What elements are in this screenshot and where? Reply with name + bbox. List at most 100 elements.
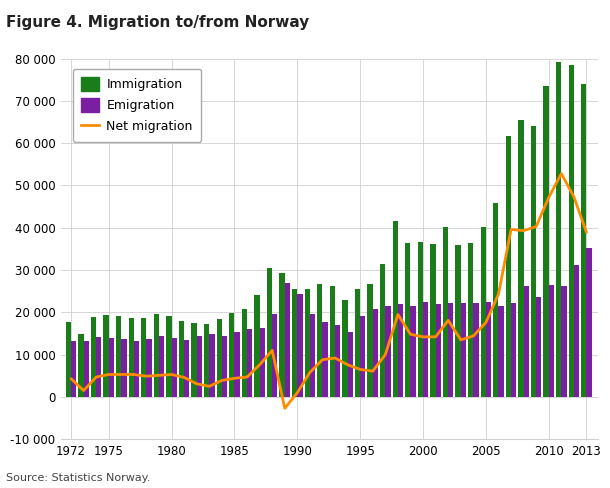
Net migration [483, 320, 490, 325]
Bar [335, 325, 340, 397]
Net migration [394, 311, 401, 317]
Net migration [193, 381, 201, 386]
Bar [380, 264, 386, 397]
Bar [234, 332, 240, 397]
Net migration [319, 357, 326, 363]
Bar [569, 65, 574, 397]
Bar [66, 323, 71, 397]
Net migration [118, 371, 125, 377]
Bar [386, 306, 390, 397]
Bar [171, 338, 177, 397]
Net migration [306, 369, 314, 375]
Bar [260, 327, 265, 397]
Net migration [331, 355, 339, 361]
Bar [355, 288, 360, 397]
Bar [436, 304, 441, 397]
Bar [456, 245, 461, 397]
Net migration [356, 366, 364, 372]
Bar [323, 322, 328, 397]
Legend: Immigration, Emigration, Net migration: Immigration, Emigration, Net migration [73, 69, 201, 142]
Bar [78, 334, 84, 397]
Net migration [545, 194, 553, 200]
Net migration [508, 226, 515, 232]
Bar [109, 338, 114, 397]
Bar [523, 286, 529, 397]
Bar [556, 62, 561, 397]
Net migration [495, 291, 502, 297]
Net migration [432, 334, 439, 340]
Bar [448, 304, 453, 397]
Bar [518, 120, 523, 397]
Bar [493, 203, 498, 397]
Net migration [445, 317, 452, 323]
Net migration [268, 347, 276, 353]
Bar [272, 314, 278, 397]
Bar [461, 303, 466, 397]
Bar [498, 306, 504, 397]
Net migration [281, 406, 289, 411]
Bar [398, 304, 403, 397]
Net migration [457, 337, 464, 343]
Net migration [231, 375, 238, 381]
Bar [581, 83, 586, 397]
Bar [544, 85, 549, 397]
Bar [536, 297, 542, 397]
Net migration [156, 372, 163, 378]
Bar [116, 316, 121, 397]
Bar [481, 227, 486, 397]
Bar [154, 314, 159, 397]
Bar [468, 243, 473, 397]
Net migration [243, 374, 251, 380]
Net migration [131, 371, 138, 377]
Line: Net migration: Net migration [71, 174, 586, 408]
Bar [342, 300, 348, 397]
Bar [104, 315, 109, 397]
Bar [146, 339, 152, 397]
Bar [267, 268, 272, 397]
Bar [91, 317, 96, 397]
Net migration [80, 387, 87, 393]
Bar [217, 319, 222, 397]
Net migration [369, 368, 376, 374]
Bar [317, 285, 323, 397]
Bar [167, 316, 171, 397]
Bar [184, 340, 190, 397]
Bar [367, 284, 373, 397]
Net migration [520, 228, 527, 234]
Bar [405, 243, 411, 397]
Bar [443, 227, 448, 397]
Bar [330, 286, 335, 397]
Bar [121, 339, 127, 397]
Bar [192, 323, 197, 397]
Net migration [533, 224, 540, 229]
Bar [561, 285, 567, 397]
Bar [360, 316, 365, 397]
Net migration [206, 384, 213, 389]
Bar [134, 341, 139, 397]
Bar [506, 136, 511, 397]
Bar [242, 309, 247, 397]
Bar [574, 265, 579, 397]
Bar [247, 329, 253, 397]
Text: Source: Statistics Norway.: Source: Statistics Norway. [6, 473, 151, 483]
Bar [297, 294, 303, 397]
Net migration [105, 371, 112, 377]
Net migration [420, 334, 427, 340]
Bar [348, 332, 353, 397]
Bar [393, 222, 398, 397]
Bar [292, 289, 297, 397]
Net migration [93, 374, 100, 380]
Bar [96, 337, 101, 397]
Net migration [558, 171, 565, 177]
Bar [531, 126, 536, 397]
Bar [197, 336, 202, 397]
Bar [84, 341, 89, 397]
Bar [373, 309, 378, 397]
Bar [473, 304, 479, 397]
Bar [209, 334, 215, 397]
Bar [486, 302, 491, 397]
Bar [411, 305, 416, 397]
Bar [549, 285, 554, 397]
Net migration [181, 374, 188, 380]
Bar [71, 341, 76, 397]
